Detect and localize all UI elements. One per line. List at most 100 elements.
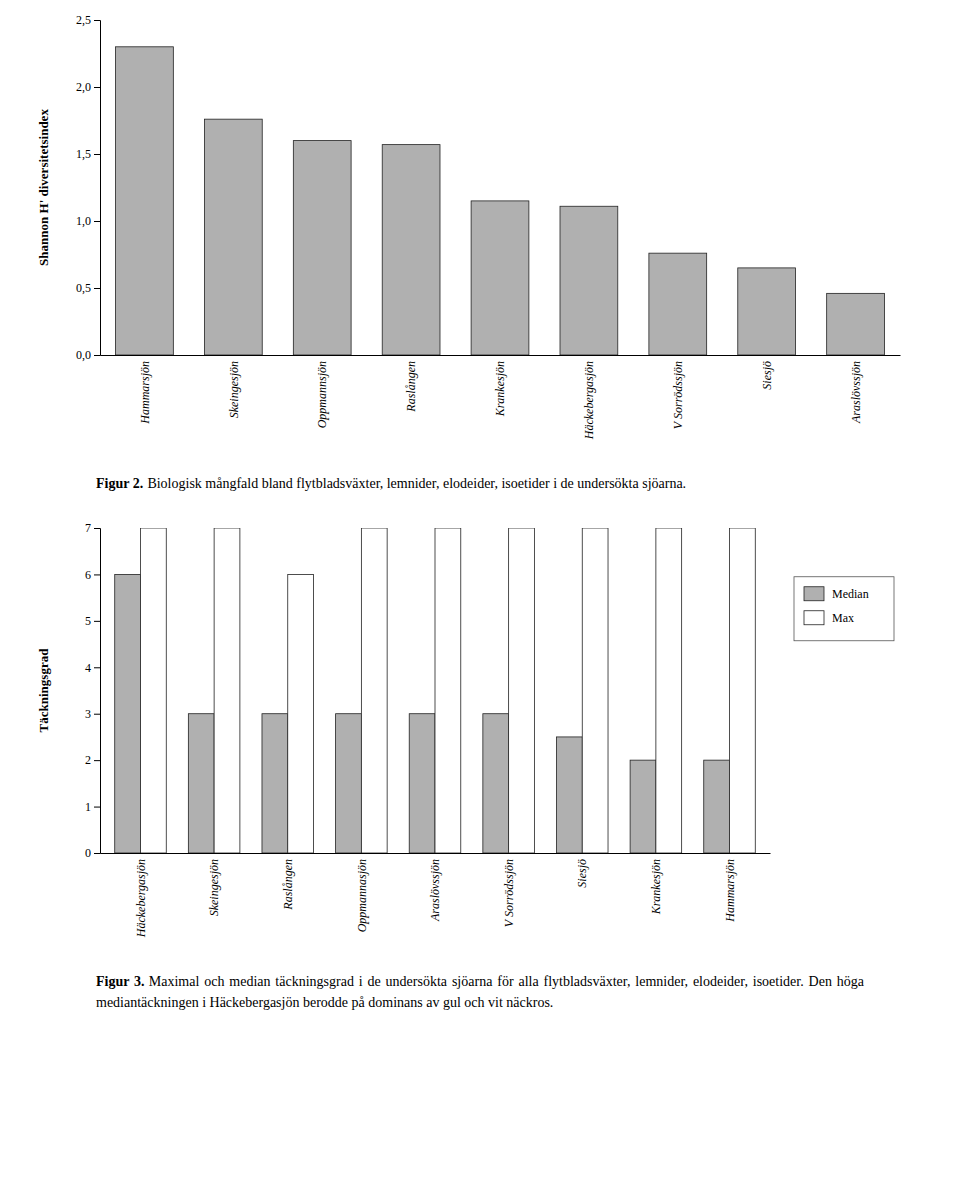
caption: Figur 2. Biologisk mångfald bland flytbla… [0,470,960,508]
bar [409,714,435,853]
bar [483,714,509,853]
tick: 7 [85,522,100,536]
tick-mark [94,221,100,222]
tick-mark [94,621,100,622]
tick-mark [94,288,100,289]
bar [556,737,582,853]
legend: Median Max [794,577,894,641]
tick-label: Hammarsjön [723,859,737,923]
bars [115,528,756,853]
caption-label: Figur 2. [96,476,143,491]
tick-label: Skeingesjön [227,361,241,418]
bar [116,47,174,355]
caption-label: Figur 3. [96,974,145,989]
tick-mark [94,714,100,715]
tick-label: 0,5 [76,281,91,295]
tick-label: V Sorrödssjön [502,859,516,927]
axis-line [94,529,101,854]
bar [262,714,288,853]
tick-label: 0,0 [76,348,91,362]
tick-mark [94,760,100,761]
tick-label: 2,5 [76,13,91,27]
tick-mark [94,853,100,854]
tick: Krankesjön [649,859,663,915]
tick: 4 [85,661,100,675]
tick-mark [94,355,100,356]
bar [656,528,682,853]
legend-label: Median [832,587,869,601]
tick-label: 0 [85,847,91,861]
caption-text: Biologisk mångfald bland flytbladsväxter… [147,476,686,491]
tick-mark [94,87,100,88]
axis-line [94,21,101,356]
bar [630,760,656,853]
tick-label: 2,0 [76,80,91,94]
bar [649,253,707,355]
chart-0: 0,0 0,5 1,0 1,5 2,0 2,5 Hammarsjön Skeingesjön O… [0,0,960,470]
tick-label: V Sorrödssjön [671,361,685,429]
tick-label: 1 [85,800,91,814]
tick: 6 [85,568,100,582]
tick-label: Araslövssjön [849,361,863,424]
tick-label: 6 [85,568,91,582]
tick: Hammarsjön [138,361,152,425]
y-axis-title: Täckningsgrad [36,648,51,733]
tick-label: 5 [85,614,91,628]
tick-label: Häckebergasjön [582,361,596,440]
bar [214,528,240,853]
bar [188,714,214,853]
tick-label: Oppmannasjön [355,859,369,932]
x-axis: Hammarsjön Skeingesjön Oppmannsjön Raslånge… [101,356,901,441]
tick: 1,0 [76,214,100,228]
bar [336,714,362,853]
y-axis-title: Shannon H' diversitetsindex [36,109,51,266]
tick: Raslången [404,361,418,413]
tick: Häckebergasjön [582,361,596,440]
tick-label: 4 [85,661,91,675]
bar-series [140,528,755,853]
legend-swatch [804,587,824,601]
legend-item: Max [804,611,854,625]
tick: 0,0 [76,348,100,362]
tick: 3 [85,707,100,721]
tick: 2 [85,754,100,768]
tick: Oppmannsjön [315,361,329,428]
tick: Skeingesjön [207,859,221,916]
plot-area: 0,0 0,5 1,0 1,5 2,0 2,5 Hammarsjön Skeingesjön O… [76,13,901,440]
tick-mark [94,20,100,21]
axis-line [101,355,901,356]
tick: Raslången [281,859,295,911]
tick: 5 [85,614,100,628]
bar [204,119,262,355]
tick-label: 1,0 [76,214,91,228]
tick: V Sorrödssjön [502,859,516,927]
tick-label: Siesjö [575,859,589,888]
y-axis: 0 1 2 3 4 5 6 7 [85,522,101,861]
caption-text: Maximal och median täckningsgrad i de un… [96,974,864,1009]
tick: Siesjö [575,859,589,888]
bar [435,528,461,853]
tick: 1,5 [76,147,100,161]
tick: V Sorrödssjön [671,361,685,429]
tick-label: Krankesjön [649,859,663,915]
plot-area: 01234567HäckebergasjönSkeingesjönRaslång… [85,522,771,939]
bar [509,528,535,853]
tick-mark [94,668,100,669]
tick: 1 [85,800,100,814]
bar-series [115,575,730,854]
tick-label: Hammarsjön [138,361,152,425]
bar [582,528,608,853]
tick-mark [94,807,100,808]
tick-label: Oppmannsjön [315,361,329,428]
tick-label: 1,5 [76,147,91,161]
bar [382,145,440,355]
tick: Hammarsjön [723,859,737,923]
tick-label: 3 [85,707,91,721]
bar [730,528,756,853]
bar [471,201,529,355]
tick: 0,5 [76,281,100,295]
caption: Figur 3.Maximal och median täckningsgrad… [0,968,960,1027]
tick-label: Raslången [404,361,418,413]
tick: 2,5 [76,13,100,27]
tick: Krankesjön [493,361,507,417]
